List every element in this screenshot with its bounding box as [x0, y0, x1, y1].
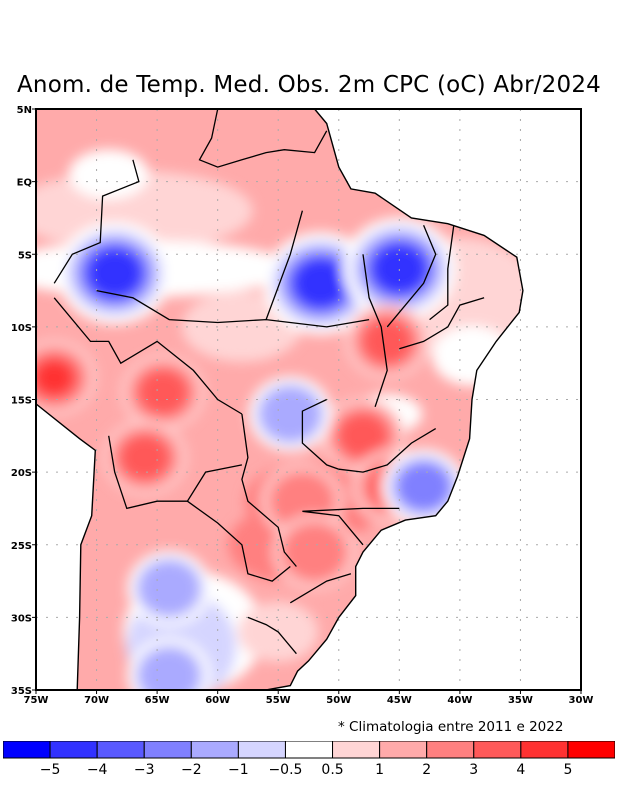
lon-tick-label: 30W — [569, 695, 594, 706]
state-border — [96, 289, 370, 328]
chart-title: Anom. de Temp. Med. Obs. 2m CPC (oC) Abr… — [16, 72, 602, 98]
colorbar-label: 4 — [516, 762, 525, 778]
colorbar-label: −3 — [134, 762, 155, 778]
colorbar-label: 0.5 — [321, 762, 343, 778]
colorbar-swatch — [237, 741, 286, 759]
colorbar-swatch — [520, 741, 569, 759]
state-border — [302, 507, 400, 546]
colorbar-label: −0.5 — [268, 762, 302, 778]
colorbar-swatch — [3, 741, 51, 759]
anomaly-contour — [338, 414, 388, 458]
state-border — [386, 224, 437, 328]
anomaly-contour — [260, 387, 321, 441]
colorbar-swatch — [379, 741, 428, 759]
anomaly-region — [36, 170, 253, 251]
anomaly-contour — [89, 250, 141, 297]
lat-tick-label: 10S — [11, 323, 32, 334]
anomaly-contour — [283, 524, 346, 580]
colorbar-swatch — [473, 741, 522, 759]
lat-tick-label: 15S — [11, 396, 32, 407]
lat-tick-label: 30S — [11, 613, 32, 624]
colorbar-swatch — [143, 741, 192, 759]
colorbar-label: 5 — [563, 762, 572, 778]
lon-tick-label: 70W — [84, 695, 109, 706]
state-border — [429, 225, 455, 321]
lat-tick-label: 5N — [17, 105, 32, 116]
lon-tick-label: 40W — [447, 695, 472, 706]
lat-tick-label: 35S — [11, 686, 32, 697]
colorbar-label: −2 — [181, 762, 202, 778]
anomaly-contour — [295, 260, 347, 307]
state-border — [241, 413, 297, 567]
colorbar-swatch — [426, 741, 475, 759]
anomaly-contour — [120, 435, 170, 480]
temperature-anomaly-map: 75W 70W 65W 60W 55W 50W 45W 40W 35W 30W 5N EQ 5S 10S 1… — [11, 105, 594, 706]
lon-tick-label: 60W — [205, 695, 230, 706]
lon-tick-label: 50W — [326, 695, 351, 706]
colorbar-swatch — [567, 741, 615, 759]
anomaly-contour — [398, 463, 449, 510]
colorbar-swatch — [96, 741, 145, 759]
state-border — [247, 616, 297, 655]
climatology-note: * Climatologia entre 2011 e 2022 — [338, 719, 564, 735]
colorbar-swatch — [190, 741, 239, 759]
state-border — [53, 159, 140, 284]
anomaly-contour — [373, 245, 425, 292]
state-border — [362, 254, 388, 408]
lon-tick-label: 55W — [266, 695, 291, 706]
state-border — [399, 297, 485, 350]
lat-tick-label: 20S — [11, 468, 32, 479]
lon-tick-label: 75W — [24, 695, 49, 706]
anomaly-contour — [139, 648, 199, 690]
state-border — [108, 435, 243, 510]
lat-tick-label: EQ — [17, 178, 32, 189]
country-borders — [36, 109, 524, 690]
state-border — [53, 297, 243, 415]
anomaly-contour — [139, 561, 199, 616]
colorbar: −5 −4 −3 −2 −1 −0.5 0.5 1 2 3 4 5 — [3, 741, 615, 778]
state-border — [289, 573, 352, 604]
anomaly-field — [36, 109, 523, 690]
state-border — [187, 500, 291, 582]
anomaly-region — [432, 325, 512, 386]
colorbar-label: 1 — [375, 762, 384, 778]
state-border — [198, 109, 328, 168]
axis-ticks: 75W 70W 65W 60W 55W 50W 45W 40W 35W 30W 5N EQ 5S 10S 1… — [11, 105, 594, 706]
lon-tick-label: 35W — [508, 695, 533, 706]
coastline — [36, 109, 524, 690]
colorbar-label: −5 — [40, 762, 61, 778]
colorbar-swatch — [49, 741, 98, 759]
anomaly-contour — [36, 361, 72, 394]
colorbar-label: −1 — [228, 762, 249, 778]
state-border — [301, 398, 340, 470]
state-border — [265, 210, 304, 320]
lat-tick-label: 25S — [11, 541, 32, 552]
anomaly-region — [68, 149, 149, 200]
anomaly-contour — [138, 370, 188, 415]
colorbar-swatch — [284, 741, 334, 759]
colorbar-label: 2 — [422, 762, 431, 778]
colorbar-label: 3 — [469, 762, 478, 778]
lon-tick-label: 45W — [387, 695, 412, 706]
lon-tick-label: 65W — [145, 695, 170, 706]
lat-tick-label: 5S — [18, 250, 32, 261]
state-border — [338, 428, 437, 473]
colorbar-swatch — [332, 741, 381, 759]
colorbar-label: −4 — [87, 762, 108, 778]
